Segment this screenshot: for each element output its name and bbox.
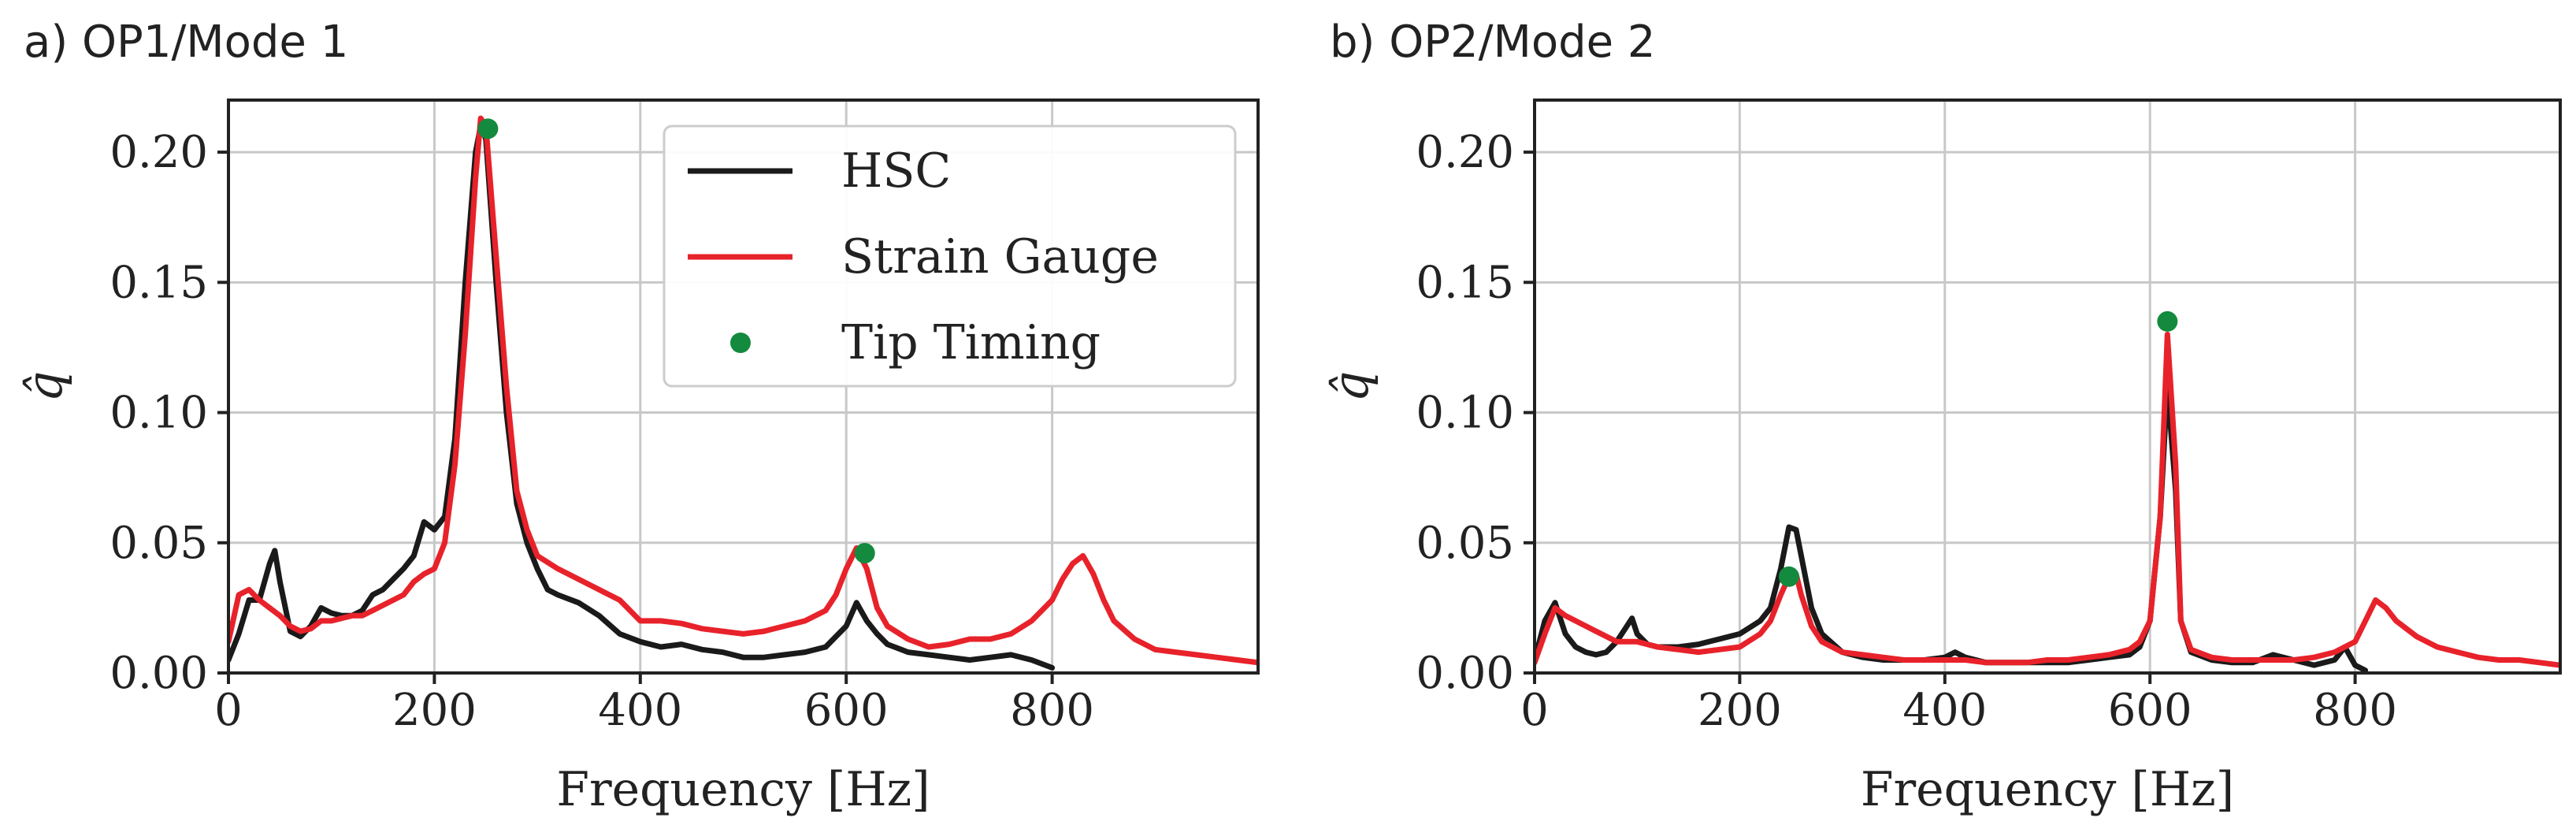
y-tick-label: 0.15 bbox=[1416, 257, 1514, 308]
data-point-tip-timing bbox=[2157, 310, 2178, 332]
y-tick-label: 0.00 bbox=[109, 648, 208, 699]
y-tick-label: 0.15 bbox=[109, 257, 208, 308]
y-tick-label: 0.00 bbox=[1416, 648, 1514, 699]
chart-panel-a: a) OP1/Mode 1 0 200 400 600 800 0.00 0.05 0.10 0.… bbox=[16, 17, 1260, 817]
y-tick-label: 0.05 bbox=[1416, 518, 1514, 569]
series-line-hsc bbox=[228, 123, 1056, 671]
panel-title: a) OP1/Mode 1 bbox=[24, 17, 348, 68]
legend-marker-tip-timing bbox=[730, 333, 751, 353]
x-tick-label: 400 bbox=[598, 685, 682, 736]
panel-title: b) OP2/Mode 2 bbox=[1330, 17, 1656, 68]
x-tick-label: 400 bbox=[1902, 685, 1987, 736]
series-line-strain-gauge bbox=[1535, 331, 2560, 668]
x-axis-label: Frequency [Hz] bbox=[1861, 762, 2234, 817]
data-point-tip-timing bbox=[1778, 566, 1799, 587]
x-tick-label: 800 bbox=[2313, 685, 2397, 736]
legend-box bbox=[663, 125, 1237, 388]
x-tick-label: 0 bbox=[1520, 685, 1549, 736]
legend-label-strain-gauge: Strain Gauge bbox=[841, 229, 1159, 284]
y-axis-label: q̂ bbox=[16, 371, 73, 403]
x-tick-label: 800 bbox=[1010, 685, 1094, 736]
data-point-tip-timing bbox=[854, 542, 875, 563]
plot-area bbox=[1535, 100, 2560, 673]
x-tick-label: 200 bbox=[392, 685, 477, 736]
y-tick-label: 0.05 bbox=[109, 518, 208, 569]
x-tick-label: 0 bbox=[214, 685, 243, 736]
x-axis-label: Frequency [Hz] bbox=[556, 762, 930, 817]
y-tick-label: 0.10 bbox=[109, 388, 208, 439]
chart-panel-b: b) OP2/Mode 2 0 200 400 600 800 0.00 0.05 0.10 0.… bbox=[1322, 17, 2562, 817]
y-tick-label: 0.10 bbox=[1416, 388, 1514, 439]
x-tick-label: 600 bbox=[804, 685, 889, 736]
legend: HSC Strain Gauge Tip Timing bbox=[663, 125, 1237, 388]
x-tick-label: 600 bbox=[2108, 685, 2192, 736]
legend-label-tip-timing: Tip Timing bbox=[841, 315, 1101, 370]
series-line-strain-gauge bbox=[228, 115, 1258, 666]
axes-frame bbox=[1533, 99, 2562, 675]
y-tick-label: 0.20 bbox=[1416, 127, 1514, 178]
y-tick-label: 0.20 bbox=[109, 127, 208, 178]
y-axis-label: q̂ bbox=[1322, 371, 1379, 403]
legend-label-hsc: HSC bbox=[841, 143, 951, 199]
axes-frame bbox=[227, 99, 1260, 675]
x-tick-label: 200 bbox=[1698, 685, 1782, 736]
data-point-tip-timing bbox=[477, 118, 499, 139]
